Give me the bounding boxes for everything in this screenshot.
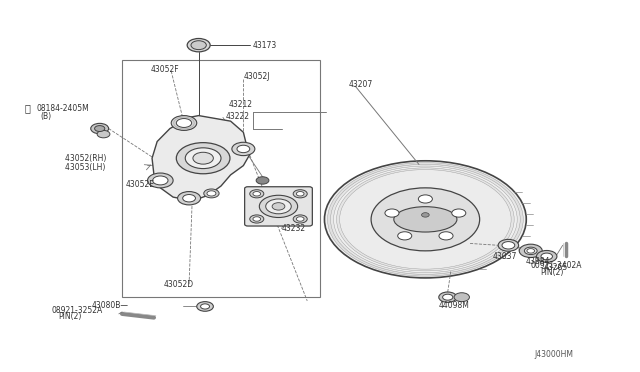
Circle shape: [296, 217, 304, 221]
Text: PIN(2): PIN(2): [58, 312, 81, 321]
Text: 43053⁠(LH): 43053⁠(LH): [65, 163, 105, 172]
Circle shape: [452, 209, 466, 217]
Ellipse shape: [394, 207, 457, 232]
Circle shape: [97, 131, 110, 138]
Circle shape: [541, 253, 552, 260]
FancyBboxPatch shape: [244, 187, 312, 226]
Circle shape: [95, 126, 105, 132]
Circle shape: [191, 41, 206, 49]
Circle shape: [232, 142, 255, 155]
Circle shape: [259, 195, 298, 218]
Circle shape: [454, 293, 469, 302]
Text: 08921-3252A: 08921-3252A: [52, 306, 103, 315]
Text: 43B84: 43B84: [525, 257, 550, 266]
Text: 43052E: 43052E: [125, 180, 154, 189]
Text: 43052J: 43052J: [243, 72, 270, 81]
Text: 43080B—: 43080B—: [92, 301, 129, 310]
Circle shape: [253, 217, 260, 221]
Circle shape: [527, 248, 534, 253]
Circle shape: [272, 203, 285, 210]
Circle shape: [502, 241, 515, 249]
Text: Ⓑ: Ⓑ: [25, 103, 31, 113]
Circle shape: [439, 232, 453, 240]
Circle shape: [172, 116, 196, 131]
Circle shape: [397, 232, 412, 240]
Polygon shape: [152, 116, 250, 201]
Circle shape: [193, 152, 213, 164]
Text: 43232: 43232: [282, 224, 306, 233]
Circle shape: [204, 189, 219, 198]
Circle shape: [324, 161, 526, 278]
Circle shape: [419, 195, 433, 203]
Circle shape: [330, 164, 520, 275]
Circle shape: [91, 124, 109, 134]
Circle shape: [422, 213, 429, 217]
Text: 43037: 43037: [492, 252, 517, 261]
Circle shape: [182, 195, 195, 202]
Circle shape: [443, 294, 453, 300]
Circle shape: [187, 38, 210, 52]
Text: 43052D: 43052D: [164, 280, 194, 289]
Circle shape: [176, 119, 191, 128]
Text: 43052⁠(RH): 43052⁠(RH): [65, 154, 106, 163]
Text: 43052F: 43052F: [151, 65, 179, 74]
Text: 43265: 43265: [543, 263, 568, 272]
Circle shape: [176, 142, 230, 174]
Circle shape: [337, 168, 514, 271]
Circle shape: [153, 176, 168, 185]
Text: 43173: 43173: [253, 41, 277, 50]
Text: 44098M: 44098M: [438, 301, 469, 310]
Circle shape: [250, 215, 264, 223]
Circle shape: [536, 250, 557, 262]
Circle shape: [328, 163, 524, 276]
Circle shape: [266, 199, 291, 214]
Circle shape: [296, 192, 304, 196]
Text: 00921-3402A: 00921-3402A: [531, 261, 582, 270]
Circle shape: [256, 177, 269, 184]
Text: J43000HM: J43000HM: [534, 350, 573, 359]
Circle shape: [200, 304, 209, 309]
Circle shape: [293, 215, 307, 223]
Circle shape: [524, 247, 537, 254]
Circle shape: [439, 292, 457, 302]
Text: 08184-2405M: 08184-2405M: [36, 104, 89, 113]
Circle shape: [185, 148, 221, 169]
Text: 43222: 43222: [225, 112, 250, 121]
Circle shape: [333, 166, 517, 273]
Circle shape: [293, 190, 307, 198]
Circle shape: [250, 190, 264, 198]
Circle shape: [253, 192, 260, 196]
Text: 43207: 43207: [349, 80, 373, 89]
Circle shape: [207, 191, 216, 196]
Circle shape: [385, 209, 399, 217]
Text: PIN(2): PIN(2): [540, 268, 564, 277]
Circle shape: [519, 244, 542, 257]
Circle shape: [148, 173, 173, 188]
Circle shape: [177, 192, 200, 205]
Bar: [122, 60, 320, 297]
Circle shape: [237, 145, 250, 153]
Text: 43212: 43212: [229, 100, 253, 109]
Text: (B): (B): [40, 112, 51, 121]
Circle shape: [196, 302, 213, 311]
Circle shape: [340, 170, 511, 269]
Circle shape: [498, 239, 518, 251]
Circle shape: [371, 188, 479, 251]
